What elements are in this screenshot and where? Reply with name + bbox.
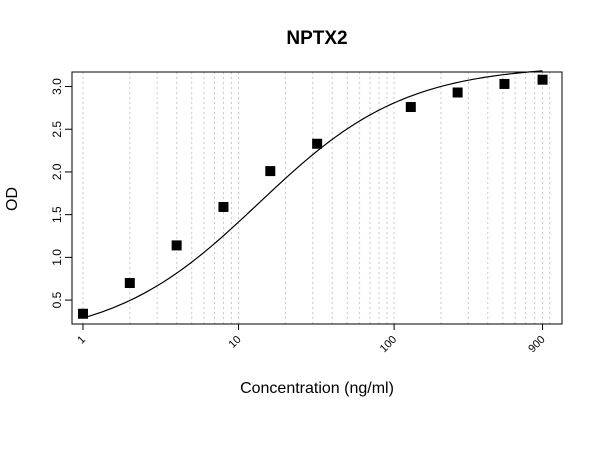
x-tick-label: 900 <box>526 334 547 355</box>
y-tick-label: 0.5 <box>50 291 64 308</box>
x-tick-label: 1 <box>75 334 88 347</box>
y-axis: 0.5 1.0 1.5 2.0 2.5 3.0 <box>50 78 72 308</box>
data-point <box>265 166 276 177</box>
y-tick-label: 2.5 <box>50 121 64 138</box>
data-points <box>77 74 548 319</box>
data-point <box>77 308 88 319</box>
plot-frame <box>71 71 563 325</box>
data-point <box>452 87 463 98</box>
data-point <box>405 102 416 113</box>
y-tick-label: 3.0 <box>50 78 64 95</box>
data-point <box>312 138 323 149</box>
y-tick-label: 2.0 <box>50 163 64 180</box>
fit-curve <box>82 70 543 319</box>
y-tick-label: 1.5 <box>50 206 64 223</box>
x-axis-label: Concentration (ng/ml) <box>240 380 394 397</box>
x-axis: 1 10 100 900 <box>75 324 548 355</box>
data-point <box>537 74 548 85</box>
y-tick-label: 1.0 <box>50 249 64 266</box>
data-point <box>124 277 135 288</box>
chart-title: NPTX2 <box>286 28 347 49</box>
grid <box>82 72 551 324</box>
data-point <box>218 201 229 212</box>
x-tick-label: 100 <box>378 334 399 355</box>
y-axis-label: OD <box>4 187 21 211</box>
data-point <box>171 240 182 251</box>
x-tick-label: 10 <box>227 334 244 351</box>
data-point <box>499 78 510 89</box>
